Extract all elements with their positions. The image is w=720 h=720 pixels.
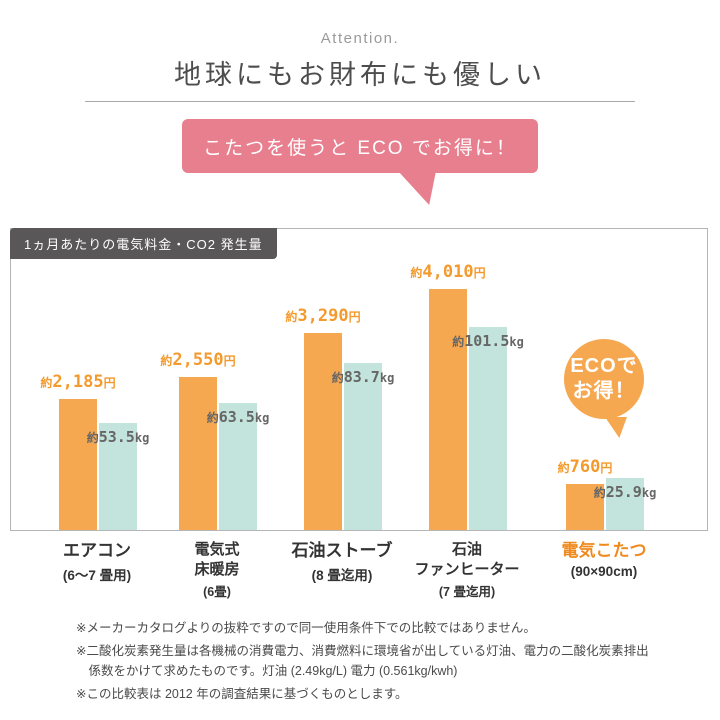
cost-bar (179, 377, 217, 530)
category-sub: (90×90cm) (570, 564, 638, 580)
cost-value-label: 約2,550円 (160, 350, 236, 370)
cost-bar (59, 399, 97, 530)
category-label: 電気こたつ (90×90cm) (562, 540, 647, 579)
speech-bubble-tail (398, 171, 436, 205)
cost-bar (304, 333, 342, 530)
page-title: 地球にもお財布にも優しい (174, 60, 546, 90)
cost-bar (429, 289, 467, 530)
co2-value-label: 約63.5kg (206, 408, 270, 426)
cost-bar (566, 484, 604, 530)
category-name: 電気こたつ (561, 541, 647, 560)
co2-bar (219, 403, 257, 530)
category-sub: (6〜7 畳用) (62, 568, 132, 584)
footnote: ※メーカーカタログよりの抜粋ですので同一使用条件下での比較ではありません。 (76, 621, 536, 635)
category-sub: (8 畳迄用) (311, 568, 373, 584)
bar-chart: ECOで お得！ 約2,185円約53.5kg 約2,550円約63.5kg 約3,… (11, 229, 707, 530)
divider (85, 101, 635, 102)
co2-bar (344, 363, 382, 530)
speech-bubble-text: こたつを使うと ECO でお得に！ (203, 137, 517, 159)
eco-badge-line2: お得！ (572, 380, 636, 402)
category-name: 床暖房 (194, 560, 240, 578)
category-name: 石油 (451, 541, 483, 558)
cost-value-label: 約2,185円 (40, 372, 116, 392)
cost-value-label: 約760円 (557, 457, 613, 477)
category-name: 電気式 (194, 541, 240, 558)
co2-value-label: 約101.5kg (452, 332, 524, 350)
eco-badge: ECOで お得！ (564, 339, 644, 419)
category-labels-row: エアコン (6〜7 畳用) 電気式床暖房 (6畳) 石油ストーブ (8 畳迄用) 石油ファン… (0, 534, 720, 616)
co2-bar (99, 423, 137, 530)
eco-badge-line1: ECOで (570, 355, 638, 377)
category-label: 電気式床暖房 (6畳) (194, 540, 239, 600)
co2-value-label: 約53.5kg (86, 428, 150, 446)
eco-badge-tail (605, 417, 627, 438)
category-label: 石油ファンヒーター (7 畳迄用) (414, 540, 519, 600)
chart-panel: 1ヵ月あたりの電気料金・CO2 発生量 ECOで お得！ 約2,185円約53.… (10, 228, 708, 531)
cost-value-label: 約3,290円 (285, 306, 361, 326)
speech-bubble: こたつを使うと ECO でお得に！ (182, 119, 538, 205)
attention-label: Attention. (320, 30, 400, 47)
category-sub: (7 畳迄用) (438, 585, 496, 599)
chart-title-tag: 1ヵ月あたりの電気料金・CO2 発生量 (10, 228, 277, 259)
co2-value-label: 約83.7kg (331, 368, 395, 386)
category-sub: (6畳) (203, 585, 231, 599)
category-name: ファンヒーター (414, 560, 520, 578)
footnotes: ※メーカーカタログよりの抜粋ですので同一使用条件下での比較ではありません。 ※二… (76, 618, 654, 707)
co2-bar (469, 327, 507, 530)
category-name: 石油ストーブ (291, 541, 393, 560)
cost-value-label: 約4,010円 (410, 262, 486, 282)
footnote: ※この比較表は 2012 年の調査結果に基づくものとします。 (76, 687, 408, 701)
co2-bar (606, 478, 644, 530)
category-label: エアコン (6〜7 畳用) (63, 540, 131, 584)
footnote: ※二酸化炭素発生量は各機械の消費電力、消費燃料に環境省が出している灯油、電力の二… (76, 644, 649, 678)
category-label: 石油ストーブ (8 畳迄用) (292, 540, 393, 584)
category-name: エアコン (62, 541, 131, 560)
co2-value-label: 約25.9kg (593, 483, 657, 501)
